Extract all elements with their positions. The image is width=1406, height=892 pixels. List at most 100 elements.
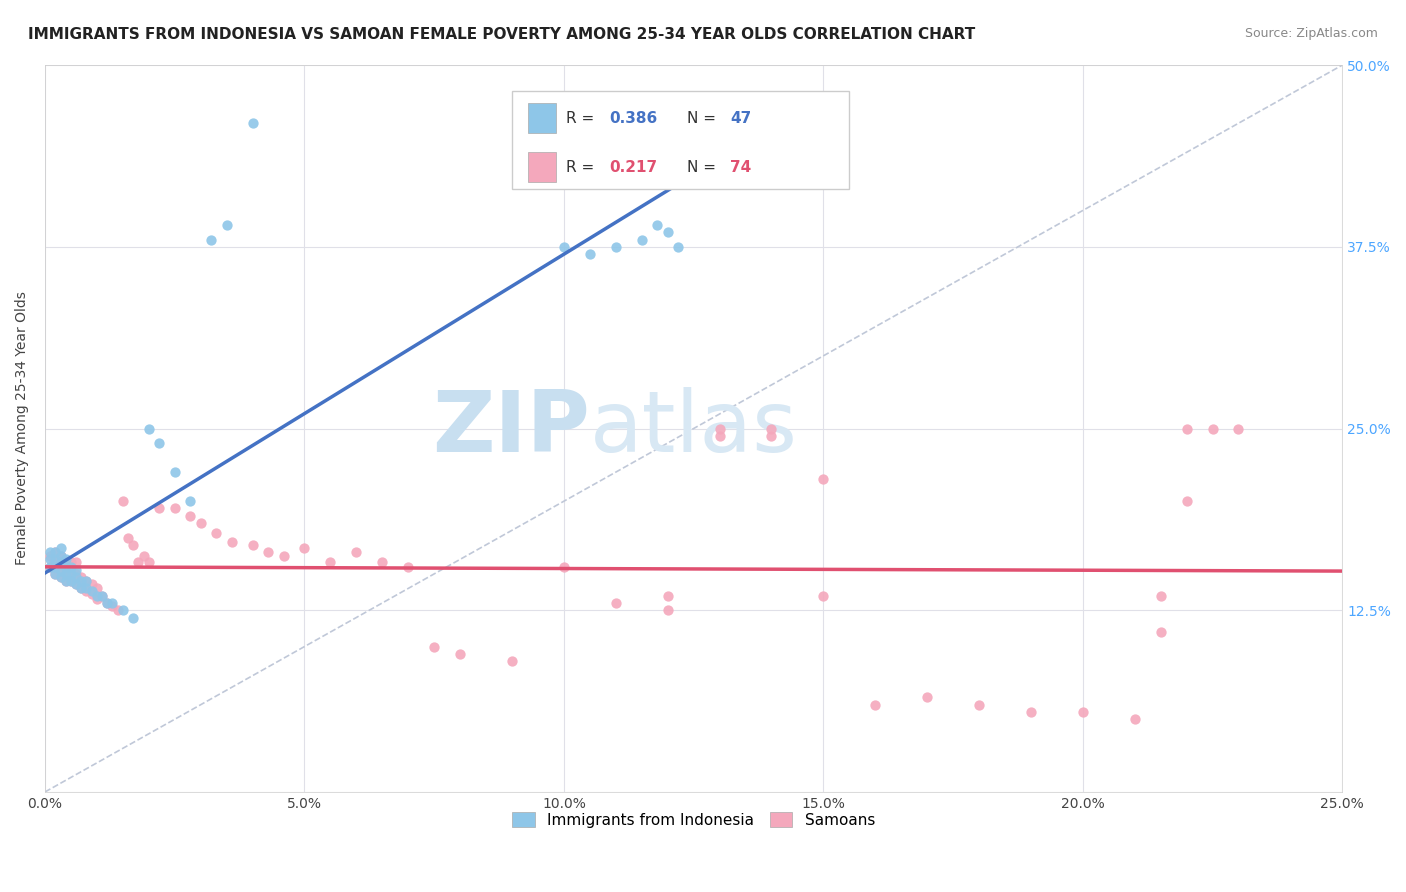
Point <box>49 555 72 569</box>
Point <box>553 559 575 574</box>
Point <box>117 531 139 545</box>
Point <box>1019 705 1042 719</box>
Point <box>55 564 77 578</box>
Point <box>1149 589 1171 603</box>
Point <box>96 596 118 610</box>
Point <box>111 494 134 508</box>
Point <box>65 577 87 591</box>
Point <box>65 555 87 569</box>
Point <box>122 538 145 552</box>
Point <box>215 218 238 232</box>
Point <box>55 566 77 581</box>
Point <box>449 647 471 661</box>
Point <box>76 574 98 589</box>
Point <box>396 559 419 574</box>
Point <box>80 587 103 601</box>
Point <box>55 574 77 589</box>
Point <box>49 549 72 564</box>
Point <box>65 562 87 576</box>
Point <box>107 603 129 617</box>
Point <box>96 596 118 610</box>
Point <box>70 574 93 589</box>
Point <box>44 545 66 559</box>
Point <box>44 552 66 566</box>
Point <box>80 584 103 599</box>
Point <box>86 582 108 596</box>
Point <box>138 421 160 435</box>
Point <box>915 690 938 705</box>
Point <box>1175 494 1198 508</box>
Point <box>101 596 124 610</box>
Point <box>44 555 66 569</box>
Point <box>344 545 367 559</box>
Point <box>65 570 87 584</box>
Point <box>709 429 731 443</box>
Point <box>39 545 62 559</box>
Point <box>44 545 66 559</box>
Point <box>200 233 222 247</box>
Point <box>579 247 602 261</box>
Point <box>179 508 201 523</box>
Point <box>273 549 295 564</box>
Point <box>39 549 62 564</box>
Text: 74: 74 <box>730 160 751 175</box>
Point <box>630 233 652 247</box>
Text: R =: R = <box>567 111 599 126</box>
Point <box>70 570 93 584</box>
Point <box>86 589 108 603</box>
Point <box>39 559 62 574</box>
Point <box>666 240 689 254</box>
Point <box>371 555 394 569</box>
Point <box>709 421 731 435</box>
Point <box>257 545 280 559</box>
Text: N =: N = <box>688 111 721 126</box>
Point <box>44 566 66 581</box>
Point <box>501 654 523 668</box>
Point <box>148 436 170 450</box>
Point <box>49 570 72 584</box>
Point <box>55 552 77 566</box>
Text: 0.386: 0.386 <box>609 111 658 126</box>
Point <box>423 640 446 654</box>
Point <box>1123 712 1146 726</box>
Point <box>86 591 108 606</box>
Text: N =: N = <box>688 160 721 175</box>
Legend: Immigrants from Indonesia, Samoans: Immigrants from Indonesia, Samoans <box>505 804 883 835</box>
Point <box>111 603 134 617</box>
Point <box>132 549 155 564</box>
Point <box>59 566 82 581</box>
Text: ZIP: ZIP <box>432 387 591 470</box>
Point <box>127 555 149 569</box>
Point <box>163 465 186 479</box>
Text: Source: ZipAtlas.com: Source: ZipAtlas.com <box>1244 27 1378 40</box>
Point <box>49 549 72 564</box>
Point <box>761 429 783 443</box>
Point <box>80 577 103 591</box>
Point <box>59 559 82 574</box>
Point <box>657 225 679 239</box>
Point <box>761 421 783 435</box>
Point <box>39 559 62 574</box>
Point <box>865 698 887 712</box>
Point <box>49 559 72 574</box>
Point <box>76 582 98 596</box>
Point <box>59 566 82 581</box>
Point <box>221 535 243 549</box>
Point <box>179 494 201 508</box>
Point <box>605 240 627 254</box>
Point <box>76 574 98 589</box>
Point <box>242 538 264 552</box>
Point <box>59 574 82 589</box>
Point <box>91 589 114 603</box>
Text: IMMIGRANTS FROM INDONESIA VS SAMOAN FEMALE POVERTY AMONG 25-34 YEAR OLDS CORRELA: IMMIGRANTS FROM INDONESIA VS SAMOAN FEMA… <box>28 27 976 42</box>
Point <box>205 526 228 541</box>
Point <box>645 218 668 232</box>
Point <box>49 570 72 584</box>
Text: R =: R = <box>567 160 599 175</box>
Point <box>59 574 82 589</box>
Point <box>55 555 77 569</box>
Point <box>49 564 72 578</box>
Point <box>319 555 342 569</box>
FancyBboxPatch shape <box>527 103 557 133</box>
Point <box>70 582 93 596</box>
